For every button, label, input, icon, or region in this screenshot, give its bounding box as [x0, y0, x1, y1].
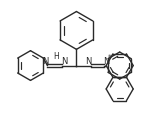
Text: H: H: [53, 52, 59, 61]
Text: N: N: [103, 57, 109, 66]
Text: N: N: [42, 57, 48, 66]
Text: *: *: [107, 54, 111, 63]
Text: N: N: [85, 57, 92, 66]
Text: N: N: [61, 57, 68, 66]
